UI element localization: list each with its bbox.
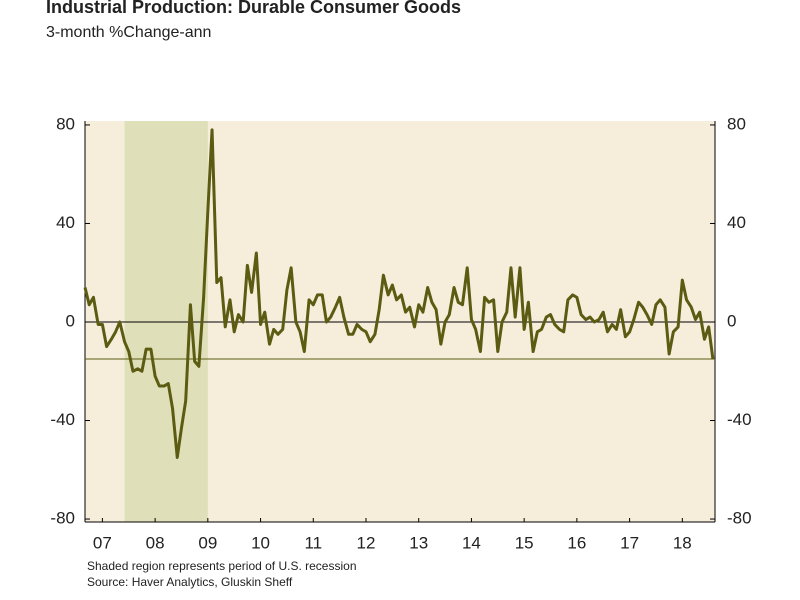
- x-tick-label: 13: [409, 533, 428, 552]
- y2-tick-label: -80: [727, 509, 752, 528]
- footnote: Shaded region represents period of U.S. …: [87, 559, 357, 573]
- y2-tick-label: 0: [727, 311, 736, 330]
- chart-subtitle: 3-month %Change-ann: [46, 24, 211, 41]
- x-tick-label: 17: [620, 533, 639, 552]
- y2-tick-label: -40: [727, 410, 752, 429]
- footnote: Source: Haver Analytics, Gluskin Sheff: [87, 575, 293, 589]
- x-tick-label: 09: [198, 533, 217, 552]
- data-line: [83, 128, 715, 459]
- chart-title: Industrial Production: Durable Consumer …: [46, 0, 461, 17]
- x-tick-label: 10: [251, 533, 270, 552]
- y-tick-label: 0: [66, 311, 75, 330]
- y-tick-label: 80: [56, 114, 75, 133]
- x-tick-label: 11: [304, 533, 322, 552]
- x-tick-label: 08: [146, 533, 165, 552]
- y2-tick-label: 80: [727, 114, 746, 133]
- y2-tick-label: 40: [727, 213, 746, 232]
- x-tick-label: 16: [567, 533, 586, 552]
- x-tick-label: 12: [357, 533, 376, 552]
- x-tick-label: 15: [515, 533, 534, 552]
- y-tick-label: -80: [50, 509, 75, 528]
- x-tick-label: 14: [462, 533, 481, 552]
- y-tick-label: 40: [56, 213, 75, 232]
- y-tick-label: -40: [50, 410, 75, 429]
- x-tick-label: 07: [93, 533, 112, 552]
- x-tick-label: 18: [673, 533, 692, 552]
